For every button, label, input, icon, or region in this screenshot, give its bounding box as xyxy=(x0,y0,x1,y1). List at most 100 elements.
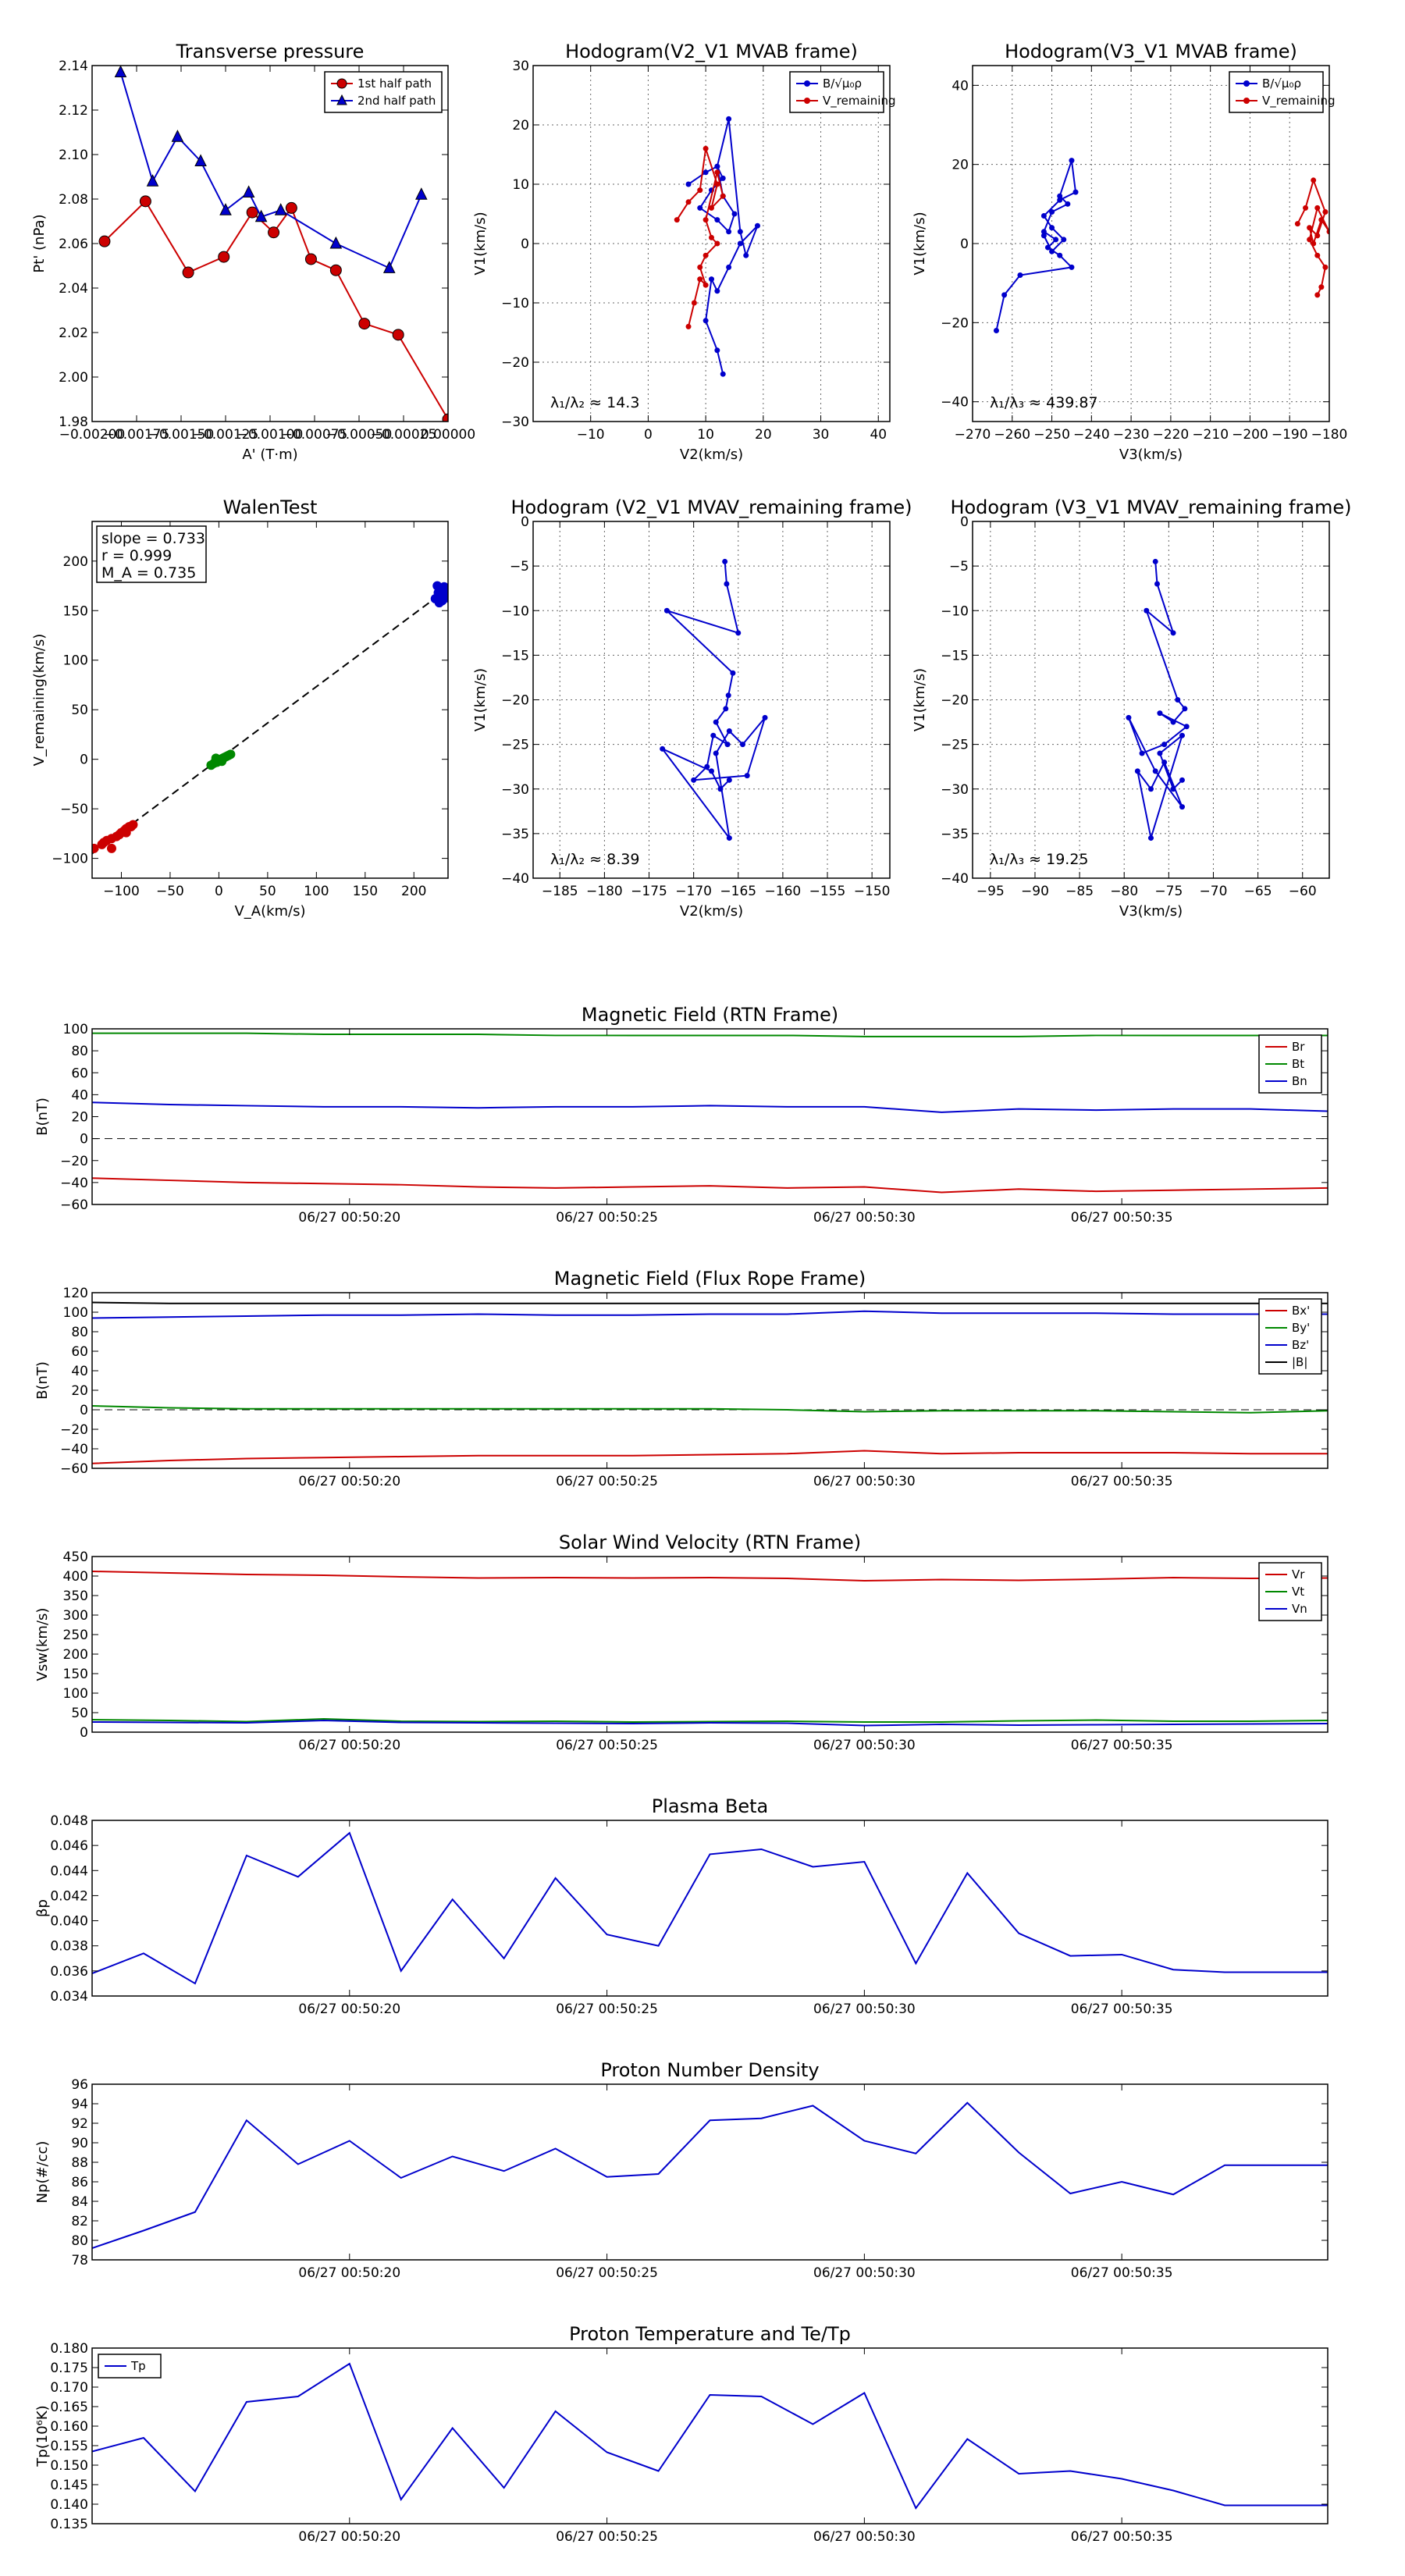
x-tick-label: −270 xyxy=(955,427,991,443)
x-tick-label: 06/27 00:50:30 xyxy=(813,2001,916,2017)
data-point xyxy=(121,827,131,838)
data-point xyxy=(1154,581,1160,587)
y-tick-label: 0 xyxy=(960,514,969,530)
legend-label: Bt xyxy=(1292,1057,1304,1071)
y-tick-label: −20 xyxy=(60,1154,88,1169)
y-tick-label: 2.14 xyxy=(59,59,88,74)
y-tick-label: 0 xyxy=(80,753,88,768)
x-tick-label: −185 xyxy=(542,884,578,899)
magnetic-field-rtn-chart: 06/27 00:50:20 06/27 00:50:25 06/27 00:50:… xyxy=(34,1004,1329,1226)
walen-annotation: r = 0.999 xyxy=(101,547,172,564)
x-tick-label: −210 xyxy=(1192,427,1229,443)
data-point xyxy=(697,276,703,283)
data-point xyxy=(128,820,138,830)
legend-label: B/√μ₀ρ xyxy=(1262,76,1301,91)
data-point xyxy=(714,181,720,187)
y-tick-label: 2.00 xyxy=(59,370,88,386)
chart-title: Hodogram(V2_V1 MVAB frame) xyxy=(565,41,858,62)
y-axis-label: Vsw(km/s) xyxy=(34,1608,51,1681)
series-line xyxy=(1128,561,1189,838)
legend-box xyxy=(1229,71,1324,113)
y-tick-label: 60 xyxy=(71,1066,88,1081)
y-tick-label: 0.140 xyxy=(50,2497,88,2513)
series-line xyxy=(676,148,724,327)
chart-title: Proton Number Density xyxy=(600,2059,819,2081)
data-point xyxy=(1152,558,1158,564)
x-tick-label: 30 xyxy=(813,427,830,443)
data-point xyxy=(1322,208,1329,215)
y-tick-label: −40 xyxy=(941,871,969,887)
y-tick-label: 50 xyxy=(71,703,88,718)
series-B/√μ₀ρ xyxy=(685,116,760,377)
data-point xyxy=(1183,724,1190,730)
y-tick-label: 350 xyxy=(63,1589,88,1604)
x-tick-label: −0.00050 xyxy=(326,427,393,443)
series-line xyxy=(92,2101,1328,2249)
y-tick-label: −15 xyxy=(501,648,529,664)
x-tick-label: 06/27 00:50:35 xyxy=(1071,1738,1173,1753)
data-point xyxy=(1057,197,1063,203)
chart-title: Hodogram (V2_V1 MVAV_remaining frame) xyxy=(510,496,912,518)
legend-label: Tp xyxy=(130,2359,146,2373)
y-tick-label: −20 xyxy=(941,315,969,331)
y-tick-label: 0.160 xyxy=(50,2419,88,2435)
data-point xyxy=(1144,607,1150,614)
data-point xyxy=(702,318,709,324)
data-point xyxy=(714,347,720,354)
chart-title: Proton Temperature and Te/Tp xyxy=(569,2323,851,2345)
data-point xyxy=(714,288,720,294)
x-tick-label: −220 xyxy=(1153,427,1190,443)
y-tick-label: −15 xyxy=(941,648,969,664)
x-tick-label: −60 xyxy=(1289,884,1317,899)
y-tick-label: −50 xyxy=(60,802,88,817)
walen-annotation: slope = 0.733 xyxy=(101,530,205,547)
series-line xyxy=(92,1101,1328,1113)
legend-box xyxy=(1258,1562,1322,1621)
y-tick-label: −30 xyxy=(501,782,529,798)
x-tick-label: 06/27 00:50:35 xyxy=(1071,2001,1173,2017)
y-tick-label: 0.048 xyxy=(50,1813,88,1829)
y-tick-label: −40 xyxy=(60,1442,88,1457)
hodogram-v2-v1-mvab-chart: −10 0 10 20 30 40 −30 −20 −10 0 10 20 30 Hodogram(V2_… xyxy=(472,41,896,463)
data-point xyxy=(685,181,692,187)
data-point xyxy=(1069,158,1075,164)
data-point xyxy=(434,598,444,608)
walen-annotation: M_A = 0.735 xyxy=(101,564,196,582)
series-line xyxy=(104,200,448,420)
legend: Bx' By' Bz' |B| xyxy=(1258,1298,1322,1375)
y-tick-label: −10 xyxy=(941,603,969,619)
y-tick-label: 120 xyxy=(63,1286,88,1301)
x-tick-label: −160 xyxy=(765,884,802,899)
series-blue cluster xyxy=(430,581,448,608)
eigen-ratio-annotation: λ₁/λ₂ ≈ 8.39 xyxy=(550,851,639,868)
data-point xyxy=(717,786,724,792)
data-point xyxy=(709,234,714,240)
y-tick-label: −30 xyxy=(941,782,969,798)
y-tick-label: 88 xyxy=(71,2155,88,2171)
eigen-ratio-annotation: λ₁/λ₃ ≈ 19.25 xyxy=(990,851,1089,868)
y-axis-label: V1(km/s) xyxy=(472,212,489,275)
transverse-pressure-chart: −0.00200−0.00175−0.00150−0.00125−0.00100… xyxy=(31,41,475,463)
fit-line xyxy=(92,588,448,855)
legend-label: |B| xyxy=(1292,1355,1307,1369)
data-point xyxy=(722,558,728,564)
data-point xyxy=(660,745,666,752)
x-tick-label: −80 xyxy=(1110,884,1138,899)
chart-title: Magnetic Field (RTN Frame) xyxy=(582,1004,838,1026)
data-point xyxy=(1057,252,1063,258)
data-point xyxy=(1170,786,1176,792)
data-point xyxy=(713,750,719,756)
plot-frame xyxy=(91,65,449,422)
data-point xyxy=(1322,264,1329,270)
data-point xyxy=(1061,237,1067,243)
series-Bz' xyxy=(92,1310,1328,1319)
y-tick-label: −35 xyxy=(941,827,969,842)
data-point xyxy=(1126,714,1132,720)
series-line xyxy=(661,561,767,839)
y-tick-label: 200 xyxy=(63,1647,88,1663)
data-point xyxy=(737,240,743,247)
data-point xyxy=(714,169,720,176)
data-point xyxy=(392,329,404,341)
data-point xyxy=(1311,240,1317,247)
